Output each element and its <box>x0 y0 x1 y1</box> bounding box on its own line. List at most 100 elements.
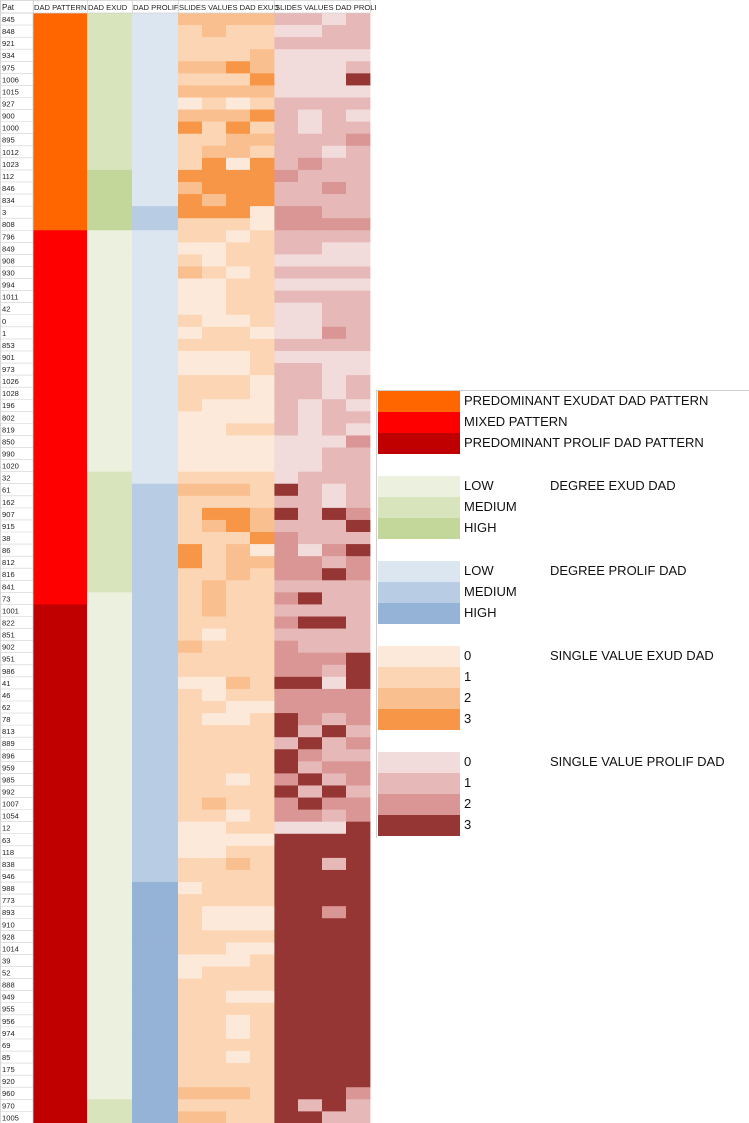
cell-single-exud <box>250 773 275 786</box>
cell-single-exud <box>250 326 275 340</box>
cell-dad-prolif <box>132 109 178 123</box>
cell-single-prolif <box>346 435 371 448</box>
patient-label: 959 <box>2 763 15 772</box>
cell-dad-pattern <box>33 713 87 726</box>
cell-single-exud <box>226 399 251 412</box>
cell-single-prolif <box>274 447 299 460</box>
cell-single-prolif <box>322 1075 347 1088</box>
cell-single-prolif <box>274 556 299 569</box>
cell-dad-exud <box>87 930 132 943</box>
cell-single-exud <box>202 459 227 473</box>
cell-dad-pattern <box>33 604 87 617</box>
cell-single-exud <box>250 519 275 533</box>
cell-dad-prolif <box>132 85 178 98</box>
cell-single-exud <box>250 556 275 569</box>
cell-single-prolif <box>298 399 323 412</box>
cell-dad-prolif <box>132 966 178 979</box>
cell-single-prolif <box>346 761 371 774</box>
patient-label: 1054 <box>2 812 19 821</box>
cell-single-exud <box>226 49 251 62</box>
cell-single-prolif <box>322 459 347 473</box>
cell-single-prolif <box>322 1099 347 1112</box>
cell-dad-pattern <box>33 338 87 352</box>
cell-single-exud <box>250 1075 275 1088</box>
cell-dad-prolif <box>132 459 178 473</box>
cell-single-exud <box>178 206 203 219</box>
cell-dad-exud <box>87 894 132 907</box>
cell-dad-exud <box>87 181 132 195</box>
cell-single-exud <box>202 833 227 847</box>
cell-single-exud <box>226 278 251 292</box>
cell-single-exud <box>250 1051 275 1064</box>
patient-label: 928 <box>2 932 15 941</box>
cell-single-prolif <box>298 568 323 581</box>
patient-label: 162 <box>2 498 15 507</box>
cell-single-prolif <box>298 713 323 726</box>
cell-dad-prolif <box>132 73 178 86</box>
cell-dad-prolif <box>132 592 178 605</box>
cell-single-prolif <box>346 218 371 231</box>
patient-label: 850 <box>2 437 15 446</box>
cell-dad-pattern <box>33 435 87 448</box>
cell-single-exud <box>226 628 251 642</box>
cell-single-prolif <box>274 121 299 135</box>
cell-single-exud <box>178 676 203 690</box>
cell-single-exud <box>202 918 227 931</box>
cell-single-exud <box>250 411 275 424</box>
cell-single-prolif <box>298 725 323 738</box>
cell-single-exud <box>178 568 203 581</box>
cell-single-prolif <box>346 495 371 509</box>
cell-dad-exud <box>87 737 132 750</box>
cell-single-prolif <box>298 25 323 38</box>
cell-dad-prolif <box>132 676 178 690</box>
cell-single-prolif <box>346 942 371 955</box>
cell-dad-prolif <box>132 1075 178 1088</box>
cell-single-prolif <box>298 688 323 702</box>
cell-dad-exud <box>87 749 132 762</box>
cell-dad-exud <box>87 194 132 207</box>
cell-dad-exud <box>87 157 132 171</box>
cell-single-prolif <box>274 676 299 690</box>
cell-single-exud <box>226 1014 251 1028</box>
cell-single-prolif <box>346 507 371 521</box>
cell-single-prolif <box>274 845 299 859</box>
cell-single-exud <box>250 157 275 171</box>
cell-single-prolif <box>274 785 299 798</box>
cell-single-prolif <box>322 906 347 919</box>
cell-dad-prolif <box>132 314 178 328</box>
cell-single-prolif <box>346 616 371 629</box>
cell-single-prolif <box>346 990 371 1004</box>
cell-single-exud <box>250 218 275 231</box>
cell-single-exud <box>178 230 203 243</box>
cell-single-prolif <box>298 857 323 871</box>
cell-dad-exud <box>87 882 132 895</box>
cell-dad-pattern <box>33 206 87 219</box>
cell-single-prolif <box>346 338 371 352</box>
cell-single-prolif <box>298 278 323 292</box>
cell-single-prolif <box>346 580 371 593</box>
cell-dad-prolif <box>132 894 178 907</box>
cell-dad-exud <box>87 290 132 304</box>
cell-dad-prolif <box>132 845 178 859</box>
cell-dad-pattern <box>33 399 87 412</box>
patient-label: 802 <box>2 413 15 422</box>
cell-dad-pattern <box>33 652 87 666</box>
cell-dad-pattern <box>33 616 87 629</box>
cell-dad-exud <box>87 326 132 340</box>
cell-dad-prolif <box>132 326 178 340</box>
cell-single-exud <box>202 73 227 86</box>
cell-single-exud <box>202 218 227 231</box>
cell-dad-prolif <box>132 544 178 557</box>
cell-single-prolif <box>298 882 323 895</box>
cell-single-prolif <box>274 338 299 352</box>
cell-single-exud <box>202 13 227 26</box>
cell-single-prolif <box>298 194 323 207</box>
cell-single-prolif <box>322 133 347 147</box>
legend-border-top <box>376 390 749 391</box>
cell-single-prolif <box>346 604 371 617</box>
cell-single-prolif <box>322 544 347 557</box>
cell-dad-pattern <box>33 725 87 738</box>
cell-single-prolif <box>298 773 323 786</box>
cell-single-prolif <box>274 628 299 642</box>
cell-single-prolif <box>298 749 323 762</box>
